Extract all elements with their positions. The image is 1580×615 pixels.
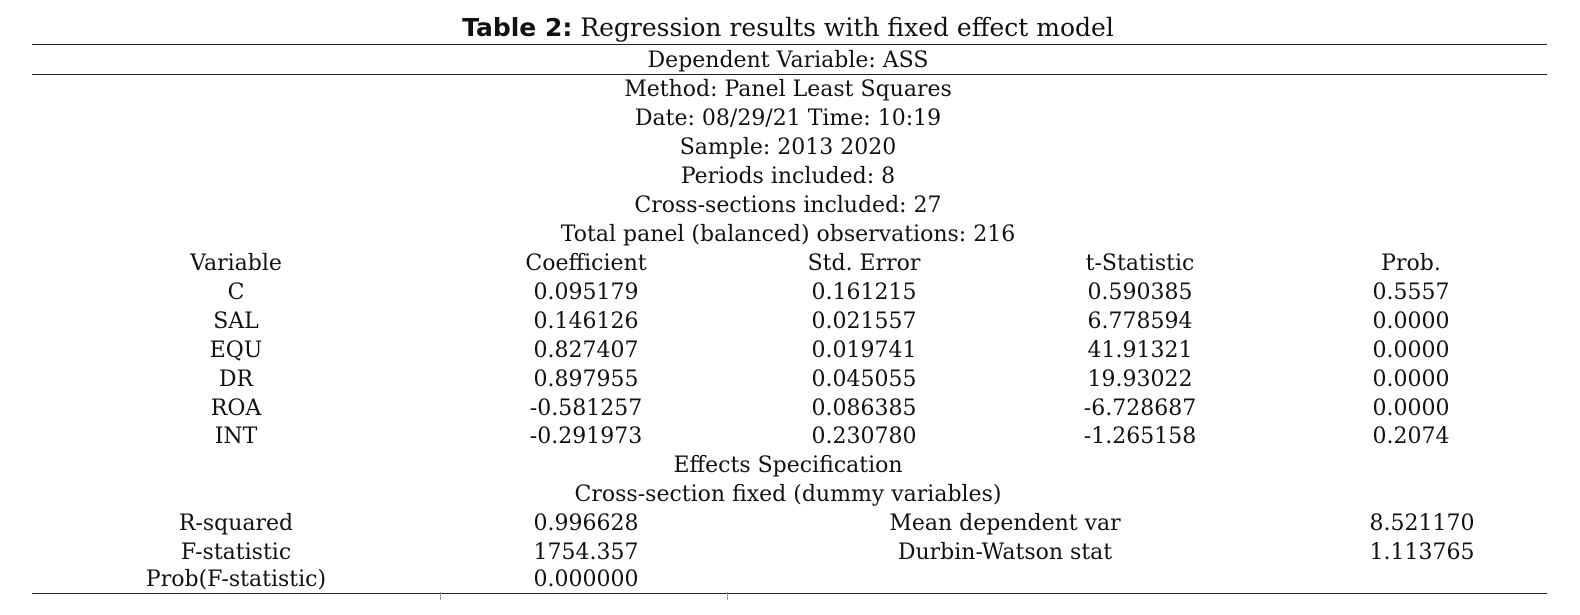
info-periods: Periods included: 8 [680, 164, 896, 189]
col-header-std-error: Std. Error [807, 251, 921, 276]
col-header-coefficient: Coefficient [525, 251, 647, 276]
t-statistic-cell: 0.590385 [1087, 280, 1193, 305]
stats-row: R-squared 0.996628 Mean dependent var 8.… [0, 509, 1576, 538]
info-observations: Total panel (balanced) observations: 216 [560, 222, 1016, 247]
std-error-cell: 0.045055 [811, 367, 917, 392]
info-date: Date: 08/29/21 Time: 10:19 [634, 106, 942, 131]
table-row: ROA -0.581257 0.086385 -6.728687 0.0000 [0, 394, 1576, 423]
t-statistic-cell: -6.728687 [1083, 396, 1197, 421]
table-row: DR 0.897955 0.045055 19.93022 0.0000 [0, 365, 1576, 394]
variable-cell: ROA [210, 396, 262, 421]
variable-cell: INT [214, 424, 258, 449]
effects-detail: Cross-section fixed (dummy variables) [574, 482, 1002, 507]
coefficient-cell: 0.146126 [533, 309, 639, 334]
coefficient-cell: 0.095179 [533, 280, 639, 305]
stat-label: Durbin-Watson stat [897, 540, 1113, 565]
table-caption: Table 2: Regression results with fixed e… [0, 12, 1576, 44]
std-error-cell: 0.019741 [811, 338, 917, 363]
col-header-t-statistic: t-Statistic [1085, 251, 1195, 276]
stat-value: 0.996628 [533, 511, 639, 536]
table-row: INT -0.291973 0.230780 -1.265158 0.2074 [0, 422, 1576, 451]
dependent-variable: Dependent Variable: ASS [647, 48, 929, 73]
stat-value: 1754.357 [533, 540, 639, 565]
variable-cell: DR [218, 367, 254, 392]
variable-cell: C [227, 280, 245, 305]
stat-value: 8.521170 [1369, 511, 1475, 536]
coefficient-cell: -0.581257 [529, 396, 643, 421]
stat-label: Mean dependent var [889, 511, 1121, 536]
stat-value: 0.000000 [533, 567, 639, 592]
stat-label: F-statistic [180, 540, 292, 565]
table-row: SAL 0.146126 0.021557 6.778594 0.0000 [0, 307, 1576, 336]
prob-cell: 0.5557 [1372, 280, 1450, 305]
top-rule [32, 44, 1547, 45]
t-statistic-cell: 6.778594 [1087, 309, 1193, 334]
col-header-variable: Variable [190, 251, 282, 276]
std-error-cell: 0.230780 [811, 424, 917, 449]
stat-label: R-squared [178, 511, 294, 536]
t-statistic-cell: 41.91321 [1087, 338, 1193, 363]
t-statistic-cell: -1.265158 [1083, 424, 1197, 449]
std-error-cell: 0.021557 [811, 309, 917, 334]
column-header-row: Variable Coefficient Std. Error t-Statis… [0, 249, 1576, 278]
prob-cell: 0.0000 [1372, 396, 1450, 421]
table-row: C 0.095179 0.161215 0.590385 0.5557 [0, 278, 1576, 307]
coefficient-cell: -0.291973 [529, 424, 643, 449]
stats-row: F-statistic 1754.357 Durbin-Watson stat … [0, 538, 1576, 567]
prob-cell: 0.0000 [1372, 367, 1450, 392]
bottom-rule [32, 593, 1547, 594]
t-statistic-cell: 19.93022 [1087, 367, 1193, 392]
stat-label: Prob(F-statistic) [145, 567, 327, 592]
info-cross-sections: Cross-sections included: 27 [634, 193, 942, 218]
header-rule [32, 74, 1547, 75]
stat-value: 1.113765 [1369, 540, 1475, 565]
coefficient-cell: 0.897955 [533, 367, 639, 392]
std-error-cell: 0.086385 [811, 396, 917, 421]
variable-cell: EQU [209, 338, 263, 363]
info-method: Method: Panel Least Squares [624, 77, 952, 102]
coefficient-cell: 0.827407 [533, 338, 639, 363]
bottom-tick [727, 592, 728, 600]
caption-label: Table 2: [462, 13, 573, 42]
prob-cell: 0.0000 [1372, 338, 1450, 363]
bottom-tick [440, 592, 441, 600]
info-sample: Sample: 2013 2020 [679, 135, 897, 160]
caption-text: Regression results with fixed effect mod… [580, 13, 1114, 42]
variable-cell: SAL [213, 309, 259, 334]
col-header-prob: Prob. [1381, 251, 1441, 276]
std-error-cell: 0.161215 [811, 280, 917, 305]
stats-row: Prob(F-statistic) 0.000000 [0, 565, 1576, 594]
prob-cell: 0.0000 [1372, 309, 1450, 334]
effects-heading: Effects Specification [673, 453, 903, 478]
table-row: EQU 0.827407 0.019741 41.91321 0.0000 [0, 336, 1576, 365]
prob-cell: 0.2074 [1372, 424, 1450, 449]
